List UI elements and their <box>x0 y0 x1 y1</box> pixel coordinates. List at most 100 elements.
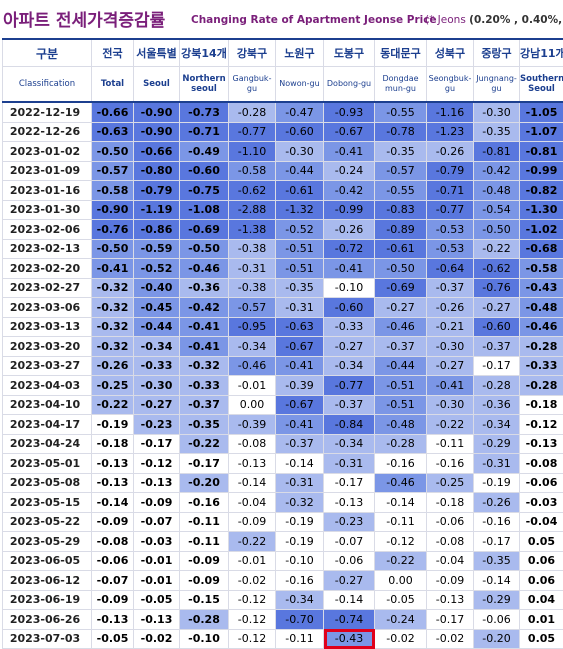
table-row: 2023-04-03-0.25-0.30-0.33-0.01-0.39-0.77… <box>3 376 563 396</box>
rate-cell: -0.12 <box>375 532 427 552</box>
rate-cell: -1.30 <box>520 200 563 220</box>
col-header-kr: 노원구 <box>276 39 324 67</box>
rate-cell: -1.02 <box>520 220 563 240</box>
rate-cell: -0.41 <box>324 259 375 279</box>
rate-cell: -0.52 <box>276 220 324 240</box>
rate-cell: -0.05 <box>92 629 134 649</box>
rate-cell: -0.12 <box>520 415 563 435</box>
rate-cell: -0.81 <box>474 142 520 162</box>
rate-cell: -0.11 <box>427 434 474 454</box>
rate-cell: -0.28 <box>229 102 276 122</box>
rate-cell: -2.88 <box>229 200 276 220</box>
rate-cell: -0.77 <box>324 376 375 396</box>
rate-cell: -0.09 <box>180 571 229 591</box>
rate-cell: -0.60 <box>474 317 520 337</box>
rate-cell: -0.28 <box>520 337 563 357</box>
col-header-en: Dobong-gu <box>324 67 375 103</box>
rate-cell: -0.54 <box>474 200 520 220</box>
col-header-kr: 도봉구 <box>324 39 375 67</box>
rate-cell: -0.62 <box>229 181 276 201</box>
rate-cell: -0.50 <box>92 239 134 259</box>
col-header-kr: 서울특별 <box>134 39 180 67</box>
rate-cell: -0.23 <box>134 415 180 435</box>
row-date: 2023-02-06 <box>3 220 92 240</box>
row-date: 2023-01-16 <box>3 181 92 201</box>
table-row: 2023-01-30-0.90-1.19-1.08-2.88-1.32-0.99… <box>3 200 563 220</box>
table-row: 2023-03-13-0.32-0.44-0.41-0.95-0.63-0.33… <box>3 317 563 337</box>
rate-cell: -0.19 <box>276 512 324 532</box>
col-header-kr: 성북구 <box>427 39 474 67</box>
rate-cell: -0.07 <box>92 571 134 591</box>
rate-cell: -0.09 <box>92 590 134 610</box>
rate-cell: -0.14 <box>474 571 520 591</box>
rate-cell: -0.31 <box>276 298 324 318</box>
table-row: 2023-04-17-0.19-0.23-0.35-0.39-0.41-0.84… <box>3 415 563 435</box>
rate-cell: -0.50 <box>180 239 229 259</box>
table-row: 2023-07-03-0.05-0.02-0.10-0.12-0.11-0.43… <box>3 629 563 649</box>
row-date: 2023-04-24 <box>3 434 92 454</box>
table-row: 2023-06-12-0.07-0.01-0.09-0.02-0.16-0.27… <box>3 571 563 591</box>
title-note-values: (0.20% , 0.40%, 0.6 <box>469 14 563 26</box>
rate-cell: -1.16 <box>427 102 474 122</box>
title-note: (* Jeons (0.20% , 0.40%, 0.6 <box>425 14 563 26</box>
row-date: 2023-04-03 <box>3 376 92 396</box>
rate-cell: -0.31 <box>324 454 375 474</box>
rate-cell: -0.08 <box>427 532 474 552</box>
rate-cell: -0.30 <box>134 376 180 396</box>
rate-cell: -0.08 <box>520 454 563 474</box>
rate-cell: -0.35 <box>375 142 427 162</box>
rate-cell: 0.00 <box>229 395 276 415</box>
rate-cell: -0.02 <box>427 629 474 649</box>
col-header-en: Dongdae mun-gu <box>375 67 427 103</box>
rate-cell: -0.58 <box>92 181 134 201</box>
rate-cell: -0.42 <box>474 161 520 181</box>
rate-cell: -0.18 <box>520 395 563 415</box>
rate-cell: -0.44 <box>276 161 324 181</box>
rate-cell: -0.17 <box>474 532 520 552</box>
rate-cell: -0.52 <box>134 259 180 279</box>
rate-cell: -0.11 <box>276 629 324 649</box>
col-header-en: Seongbuk-gu <box>427 67 474 103</box>
rate-cell: -0.01 <box>134 551 180 571</box>
rate-cell: -0.77 <box>229 122 276 142</box>
rate-cell: -0.62 <box>474 259 520 279</box>
rate-cell: -0.33 <box>134 356 180 376</box>
row-date: 2023-06-19 <box>3 590 92 610</box>
rate-cell: -0.13 <box>520 434 563 454</box>
row-date: 2023-03-20 <box>3 337 92 357</box>
rate-cell: -0.46 <box>520 317 563 337</box>
rate-cell: -0.09 <box>92 512 134 532</box>
row-date: 2023-04-10 <box>3 395 92 415</box>
rate-cell: -0.99 <box>324 200 375 220</box>
rate-cell: -1.10 <box>229 142 276 162</box>
col-header-kr: 중랑구 <box>474 39 520 67</box>
rate-cell: -0.67 <box>276 337 324 357</box>
table-row: 2023-05-08-0.13-0.13-0.20-0.14-0.31-0.17… <box>3 473 563 493</box>
rate-cell: -0.69 <box>375 278 427 298</box>
rate-cell: -0.01 <box>229 551 276 571</box>
rate-cell: -0.01 <box>134 571 180 591</box>
rate-cell: -0.38 <box>229 278 276 298</box>
rate-cell: -0.68 <box>520 239 563 259</box>
rate-cell: -0.34 <box>229 337 276 357</box>
rate-cell: -0.17 <box>324 473 375 493</box>
rate-cell: -0.24 <box>324 161 375 181</box>
rate-cell: -0.51 <box>276 259 324 279</box>
rate-cell: -0.41 <box>324 142 375 162</box>
rate-cell: -0.44 <box>375 356 427 376</box>
title-bar: 아파트 전세가격증감률 Changing Rate of Apartment J… <box>0 0 563 38</box>
rate-cell: -0.25 <box>427 473 474 493</box>
rate-cell: -0.75 <box>180 181 229 201</box>
rate-cell: -0.67 <box>276 395 324 415</box>
rate-cell: -0.35 <box>276 278 324 298</box>
rate-cell: -0.32 <box>92 278 134 298</box>
rate-cell: -0.22 <box>375 551 427 571</box>
rate-cell: -0.33 <box>324 317 375 337</box>
row-date: 2023-06-12 <box>3 571 92 591</box>
rate-cell: -0.28 <box>180 610 229 630</box>
rate-cell: -0.36 <box>180 278 229 298</box>
rate-cell: -0.34 <box>276 590 324 610</box>
rate-cell: -0.90 <box>134 122 180 142</box>
rate-cell: -0.09 <box>134 493 180 513</box>
rate-cell: -0.95 <box>229 317 276 337</box>
